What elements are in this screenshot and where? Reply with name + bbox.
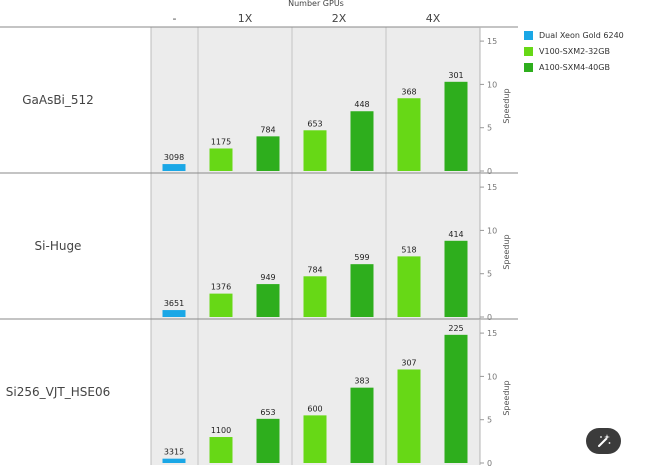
bar bbox=[444, 334, 468, 463]
panel-label: Si-Huge bbox=[35, 239, 82, 253]
panel: Si-Huge 0 5 10 15 Speedup 3651 1376 949 784 599 518… bbox=[0, 172, 518, 322]
bar bbox=[256, 418, 280, 463]
bar-value-label: 225 bbox=[448, 324, 463, 333]
bar bbox=[397, 98, 421, 171]
chart-title: Number GPUs bbox=[288, 0, 344, 8]
legend-label: V100-SXM2-32GB bbox=[539, 46, 610, 56]
y-tick-label: 10 bbox=[487, 372, 497, 381]
bar-value-label: 301 bbox=[448, 71, 463, 80]
bar-value-label: 600 bbox=[307, 404, 322, 413]
chart-panels: GaAsBi_512 0 5 10 15 Speedup 3098 1175 784 653 448… bbox=[0, 26, 518, 468]
bar bbox=[303, 415, 327, 463]
bar-value-label: 599 bbox=[354, 253, 369, 262]
bar-value-label: 307 bbox=[401, 358, 416, 367]
bar-value-label: 448 bbox=[354, 100, 369, 109]
legend-swatch bbox=[524, 30, 533, 40]
bar bbox=[397, 256, 421, 317]
panel: GaAsBi_512 0 5 10 15 Speedup 3098 1175 784 653 448… bbox=[0, 26, 518, 176]
y-tick-label: 15 bbox=[487, 183, 497, 192]
bar bbox=[303, 130, 327, 171]
bar-value-label: 1376 bbox=[211, 283, 231, 292]
y-tick-label: 5 bbox=[487, 124, 492, 133]
bar-value-label: 1175 bbox=[211, 137, 231, 146]
bar-value-label: 949 bbox=[260, 273, 275, 282]
magic-wand-icon bbox=[597, 434, 610, 447]
bar bbox=[350, 264, 374, 317]
y-tick-label: 0 bbox=[487, 459, 492, 468]
bar bbox=[209, 293, 233, 317]
y-axis-label: Speedup bbox=[502, 88, 511, 123]
column-label: - bbox=[173, 12, 177, 25]
bar bbox=[397, 369, 421, 463]
bar bbox=[444, 81, 468, 171]
y-tick-label: 0 bbox=[487, 167, 492, 176]
legend-item: Dual Xeon Gold 6240 bbox=[524, 27, 624, 43]
bar-value-label: 653 bbox=[307, 119, 322, 128]
legend-item: V100-SXM2-32GB bbox=[524, 43, 624, 59]
legend: Dual Xeon Gold 6240 V100-SXM2-32GB A100-SX… bbox=[524, 27, 624, 75]
y-tick-label: 0 bbox=[487, 313, 492, 322]
bar-value-label: 784 bbox=[307, 265, 322, 274]
column-label: 1X bbox=[238, 12, 253, 25]
y-tick-label: 10 bbox=[487, 80, 497, 89]
bar-value-label: 518 bbox=[401, 245, 416, 254]
legend-label: Dual Xeon Gold 6240 bbox=[539, 30, 624, 40]
bar-value-label: 3315 bbox=[164, 448, 184, 457]
legend-swatch bbox=[524, 46, 533, 56]
bar-value-label: 1100 bbox=[211, 426, 231, 435]
y-tick-label: 10 bbox=[487, 226, 497, 235]
bar bbox=[162, 310, 186, 317]
bar bbox=[162, 458, 186, 463]
magic-wand-button[interactable] bbox=[586, 428, 621, 454]
bar bbox=[256, 284, 280, 317]
bar bbox=[350, 387, 374, 463]
legend-item: A100-SXM4-40GB bbox=[524, 59, 624, 75]
y-tick-label: 5 bbox=[487, 416, 492, 425]
bar bbox=[209, 437, 233, 463]
bar bbox=[256, 136, 280, 171]
bar bbox=[209, 148, 233, 171]
column-label: 4X bbox=[426, 12, 441, 25]
y-tick-label: 15 bbox=[487, 329, 497, 338]
bar bbox=[162, 164, 186, 171]
bar-value-label: 3098 bbox=[164, 153, 184, 162]
bar-value-label: 368 bbox=[401, 87, 416, 96]
y-axis-label: Speedup bbox=[502, 234, 511, 269]
bar-value-label: 414 bbox=[448, 230, 463, 239]
bar bbox=[350, 111, 374, 171]
bar bbox=[444, 240, 468, 317]
y-tick-label: 5 bbox=[487, 270, 492, 279]
bar-value-label: 784 bbox=[260, 125, 275, 134]
bar-value-label: 383 bbox=[354, 377, 369, 386]
panel-label: Si256_VJT_HSE06 bbox=[6, 385, 110, 399]
panel: Si256_VJT_HSE06 0 5 10 15 Speedup 3315 1100 653 6… bbox=[0, 318, 518, 468]
legend-swatch bbox=[524, 62, 533, 72]
panel-label: GaAsBi_512 bbox=[22, 93, 94, 107]
bar-value-label: 653 bbox=[260, 408, 275, 417]
column-labels: - 1X 2X 4X bbox=[173, 12, 441, 25]
bar-value-label: 3651 bbox=[164, 299, 184, 308]
y-axis-label: Speedup bbox=[502, 380, 511, 415]
legend-label: A100-SXM4-40GB bbox=[539, 62, 610, 72]
y-tick-label: 15 bbox=[487, 37, 497, 46]
bar bbox=[303, 276, 327, 317]
column-label: 2X bbox=[332, 12, 347, 25]
